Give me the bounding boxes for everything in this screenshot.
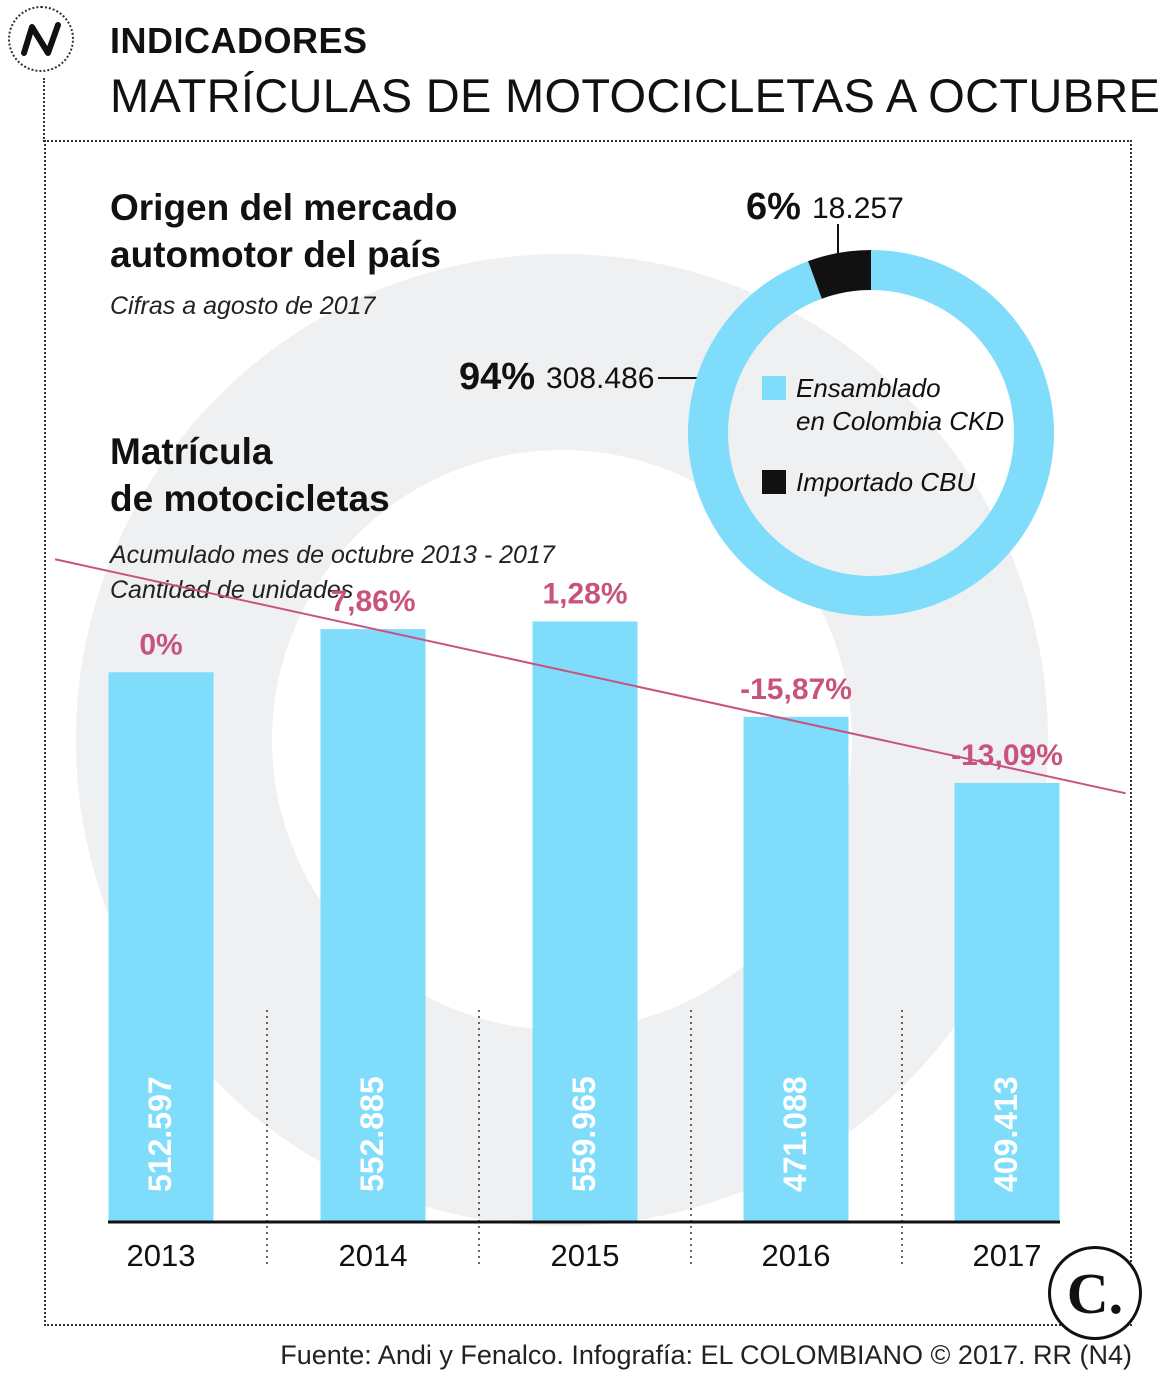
section-label: INDICADORES <box>110 20 368 61</box>
legend-swatch-cbu <box>762 470 786 494</box>
brand-logo-badge: C. <box>1048 1246 1142 1340</box>
bar-growth-label: 0% <box>139 628 182 661</box>
trend-n-icon <box>21 22 61 56</box>
bar-value-label: 552.885 <box>354 1076 390 1192</box>
bar-title-line2: de motocicletas <box>110 478 390 519</box>
trend-line <box>54 558 1126 795</box>
bar-growth-label: -15,87% <box>740 673 852 706</box>
x-tick-label: 2014 <box>339 1238 408 1273</box>
infographic-frame <box>44 140 1132 1326</box>
bar-value-label: 512.597 <box>142 1076 178 1192</box>
legend-ckd-line1: Ensamblado <box>796 373 941 403</box>
bar-growth-label: 1,28% <box>542 577 627 610</box>
bar-note-line1: Acumulado mes de octubre 2013 - 2017 <box>110 541 555 569</box>
donut-label-cbu-percent: 6% <box>746 186 801 228</box>
bar-title-line1: Matrícula <box>110 431 273 472</box>
bar-2013 <box>108 672 214 1222</box>
x-tick-label: 2013 <box>127 1238 196 1273</box>
bar-value-label: 559.965 <box>566 1076 602 1192</box>
bar-value-label: 471.088 <box>777 1076 813 1192</box>
donut-chart-note: Cifras a agosto de 2017 <box>110 292 376 320</box>
donut-title-line1: Origen del mercado <box>110 187 458 228</box>
bar-2015 <box>532 621 638 1222</box>
donut-label-ckd-value: 308.486 <box>546 362 655 395</box>
donut-slice-cbu <box>808 250 871 299</box>
x-tick-label: 2017 <box>973 1238 1042 1273</box>
donut-title-line2: automotor del país <box>110 234 441 275</box>
x-tick-label: 2016 <box>762 1238 831 1273</box>
bar-value-label: 409.413 <box>988 1076 1024 1192</box>
donut-label-cbu-value: 18.257 <box>812 192 904 225</box>
bar-chart-note: Acumulado mes de octubre 2013 - 2017 Can… <box>110 538 555 608</box>
x-tick-label: 2015 <box>551 1238 620 1273</box>
source-credit: Fuente: Andi y Fenalco. Infografía: EL C… <box>280 1340 1132 1370</box>
legend-label-cbu: Importado CBU <box>796 467 976 497</box>
indicator-logo-badge <box>8 6 74 72</box>
logo-connector-line <box>43 78 45 142</box>
bar-2014 <box>320 629 426 1222</box>
bar-growth-label: 7,86% <box>330 585 415 618</box>
bar-chart-title: Matrícula de motocicletas <box>110 428 530 522</box>
page-title: MATRÍCULAS DE MOTOCICLETAS A OCTUBRE <box>110 69 1161 122</box>
bar-2016 <box>743 716 849 1222</box>
bar-2017 <box>954 782 1060 1222</box>
legend-label-ckd: Ensamblado en Colombia CKD <box>796 372 1004 438</box>
donut-label-ckd-percent: 94% <box>459 356 536 398</box>
donut-chart-title: Origen del mercado automotor del país <box>110 184 530 278</box>
legend-ckd-line2: en Colombia CKD <box>796 406 1005 436</box>
legend-swatch-ckd <box>762 376 786 400</box>
